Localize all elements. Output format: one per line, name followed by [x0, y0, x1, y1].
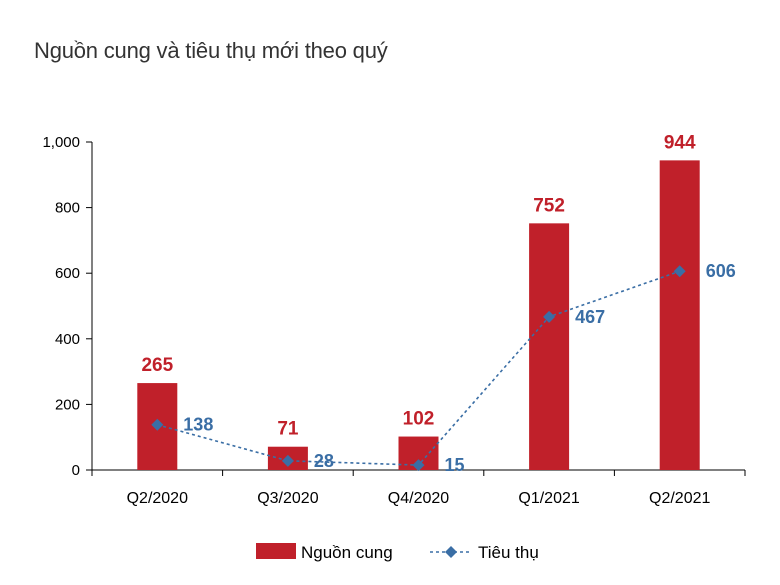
x-tick-label: Q2/2020: [127, 490, 188, 507]
chart-title: Nguồn cung và tiêu thụ mới theo quý: [34, 38, 388, 63]
legend-swatch-bar: [256, 543, 296, 559]
y-tick-label: 200: [55, 396, 80, 413]
x-tick-label: Q2/2021: [649, 490, 710, 507]
line-data-label: 138: [183, 415, 213, 435]
bar: [529, 223, 570, 470]
line-series: [151, 265, 686, 472]
legend-label-bar: Nguồn cung: [301, 543, 393, 562]
line-data-label: 467: [575, 307, 605, 327]
y-tick-label: 400: [55, 331, 80, 348]
bar: [659, 160, 700, 471]
bar-data-label: 265: [141, 355, 173, 376]
line-marker: [543, 310, 556, 323]
bar-data-label: 752: [533, 195, 565, 216]
legend-marker: [445, 546, 457, 558]
legend-label-line: Tiêu thụ: [478, 543, 539, 562]
bar-data-label: 944: [664, 132, 696, 153]
line-path: [157, 270, 680, 466]
line-data-label: 28: [314, 451, 334, 471]
y-tick-label: 600: [55, 265, 80, 282]
legend: Nguồn cung Tiêu thụ: [256, 543, 539, 562]
x-tick-label: Q3/2020: [257, 490, 318, 507]
y-tick-label: 800: [55, 200, 80, 217]
bar-data-label: 102: [403, 409, 435, 430]
line-marker: [412, 459, 425, 472]
line-data-label: 606: [706, 261, 736, 281]
line-marker: [673, 265, 686, 278]
x-tick-label: Q1/2021: [518, 490, 579, 507]
bar-data-label: 71: [277, 419, 299, 440]
line-marker: [281, 454, 294, 467]
y-tick-label: 1,000: [42, 134, 80, 151]
bar-series: [137, 160, 700, 471]
line-marker: [151, 418, 164, 431]
data-labels: 265 71 102 752 944 138 28 15 467 606: [141, 132, 735, 475]
y-tick-label: 0: [72, 462, 80, 479]
x-tick-label: Q4/2020: [388, 490, 449, 507]
line-data-label: 15: [445, 455, 465, 475]
